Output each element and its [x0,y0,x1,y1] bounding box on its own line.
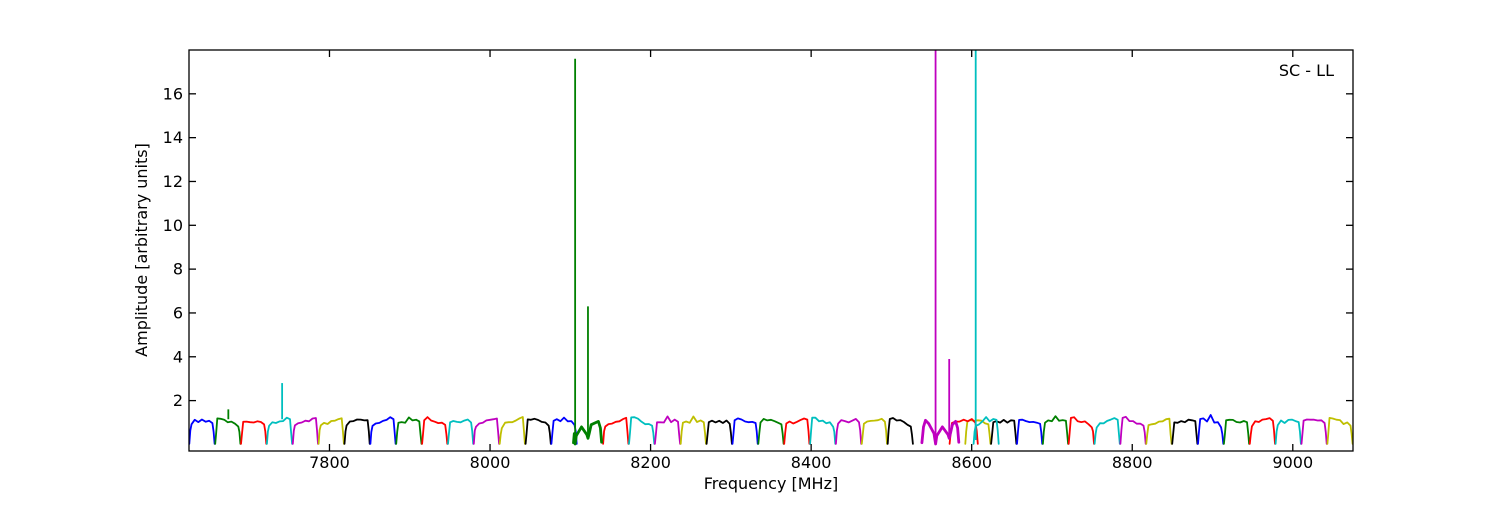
x-axis-label: Frequency [MHz] [704,474,838,493]
y-tick-label: 4 [173,347,183,366]
bandpass-hump [1093,417,1121,445]
bandpass-hump [1067,416,1095,445]
bandpass-hump [1171,418,1199,445]
bandpass-hump [1248,417,1276,445]
y-tick-label: 8 [173,260,183,279]
bandpass-hump [679,415,707,445]
y-axis-label: Amplitude [arbitrary units] [132,143,151,357]
y-tick-label: 16 [163,84,183,103]
bandpass-hump [395,416,423,445]
bandpass-hump [757,418,785,445]
bandpass-hump [1223,418,1250,445]
y-tick-label: 6 [173,303,183,322]
y-tick-label: 14 [163,128,183,147]
bandpass-hump [189,418,216,445]
y-tick-label: 10 [163,216,183,235]
bandpass-hump [809,416,837,445]
bandpass-hump [214,417,242,445]
bandpass-hump [705,419,733,445]
polarization-annotation: SC - LL [1279,61,1334,80]
bandpass-hump [369,416,397,445]
bandpass-hump [291,417,319,445]
bandpass-hump [1042,415,1069,445]
spectrum-curves [189,50,1353,446]
bandpass-hump [886,417,914,445]
bandpass-hump [835,418,863,445]
bandpass-hump [1197,414,1225,445]
x-tick-label: 8600 [951,453,992,472]
bandpass-hump [447,418,475,445]
x-tick-label: 7800 [309,453,350,472]
bandpass-hump [602,416,630,445]
x-tick-label: 8400 [791,453,832,472]
bandpass-hump [1145,417,1173,445]
bandpass-hump [421,416,449,445]
bandpass-hump [654,415,681,445]
x-tick-label: 9000 [1272,453,1313,472]
bandpass-hump [990,419,1018,445]
bandpass-hump [628,416,656,445]
bandpass-hump [1016,418,1044,445]
bandpass-hump [498,416,526,445]
bandpass-hump [860,417,888,445]
y-tick-label: 2 [173,391,183,410]
bandpass-hump [964,419,992,445]
x-tick-label: 8000 [470,453,511,472]
bandpass-hump [472,417,500,445]
bandpass-hump [266,416,293,445]
bandpass-hump [783,417,811,445]
bandpass-hump [1326,417,1353,445]
bandpass-hump [524,417,552,445]
plot-generated-content: 7800 8000 8200 8400 8600 8800 9000 2 4 6 8 10 12 14 16 [163,49,1354,472]
axes-frame [188,49,1354,452]
x-tick-label: 8200 [630,453,671,472]
x-tick-label: 8800 [1112,453,1153,472]
bandpass-hump [1274,418,1302,445]
bandpass-hump [1300,418,1328,445]
bandpass-hump [1119,415,1147,445]
bandpass-hump [240,420,268,445]
bandpass-hump [317,417,345,445]
bandpass-hump [343,418,371,445]
bandpass-hump [731,417,759,445]
distorted-bandpass-w [920,418,961,446]
y-tick-label: 12 [163,172,183,191]
